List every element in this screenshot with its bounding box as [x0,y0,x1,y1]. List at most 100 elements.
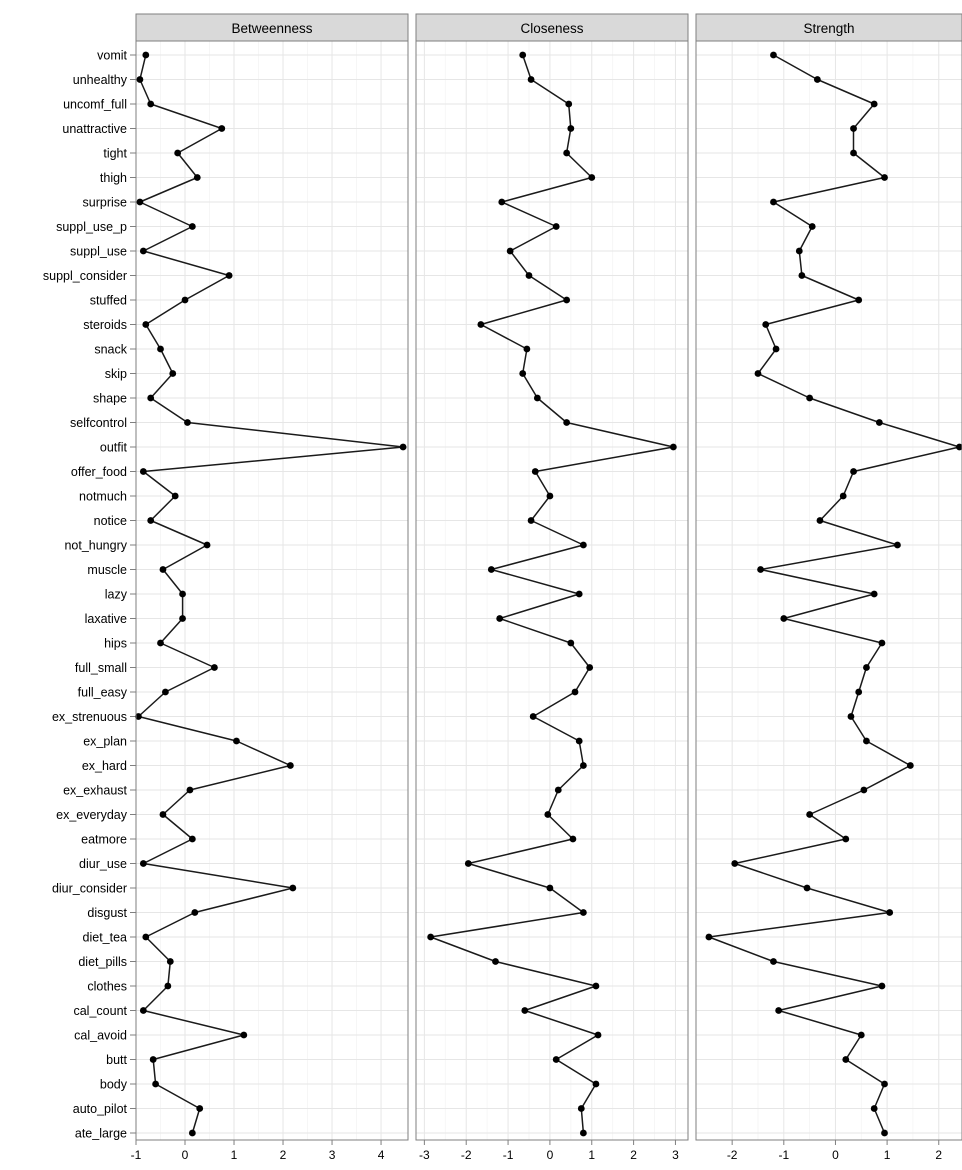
data-point [139,860,147,867]
data-point [487,566,495,573]
data-point [956,443,962,451]
data-point [860,786,868,794]
data-point [139,247,147,255]
data-point [806,394,814,402]
data-point [166,958,174,965]
data-point [136,198,144,206]
facet-strip [135,13,409,42]
y-tick-label: selfcontrol [70,416,127,430]
data-point [546,884,554,892]
data-point [544,811,552,818]
data-point [286,762,294,769]
y-tick-label: notmuch [79,490,127,504]
data-point [552,1056,560,1063]
data-point [586,664,594,671]
y-tick-label: steroids [83,318,127,332]
facet-strip-title: Closeness [520,21,583,36]
data-point [881,174,888,181]
data-point [772,345,780,353]
x-tick-label: -1 [131,1148,142,1162]
data-point [179,615,186,622]
data-point [147,394,155,402]
data-point [563,419,571,426]
data-point [147,100,155,108]
x-tick-label: -1 [503,1148,514,1162]
data-point [181,296,189,304]
x-tick-label: 4 [378,1148,385,1162]
data-point [855,688,863,696]
y-tick-label: diet_pills [78,955,127,969]
data-point [770,51,777,59]
y-tick-label: body [100,1078,128,1092]
x-tick-label: 2 [630,1148,637,1162]
data-point [477,321,485,328]
y-tick-label: clothes [87,980,127,994]
y-tick-label: diet_tea [83,931,128,945]
data-point [164,982,172,990]
data-point [816,517,824,524]
data-point [813,76,821,83]
x-tick-label: -2 [461,1148,472,1162]
data-point [188,223,196,230]
panel-betweenness: -1 0 1 2 3 4 Betweenness [131,13,409,1162]
data-point [159,566,167,573]
data-point [795,247,803,255]
data-point [770,958,777,965]
x-tick-label: 1 [588,1148,595,1162]
y-tick-label: suppl_use_p [56,220,127,234]
data-point [139,468,147,475]
data-point [142,51,150,59]
data-point [563,149,571,157]
x-tick-label: 2 [280,1148,287,1162]
data-point [592,982,600,990]
data-point [780,615,788,622]
data-point [731,860,739,867]
facet-strip-title: Betweenness [231,21,312,36]
data-point [592,1080,600,1088]
y-tick-label: hips [104,637,127,651]
y-tick-label: shape [93,392,127,406]
data-point [565,100,573,108]
data-point [552,223,560,230]
data-point [588,174,596,181]
y-tick-label: ex_plan [83,735,127,749]
x-tick-label: -2 [727,1148,738,1162]
data-point [594,1031,602,1039]
data-point [842,835,850,843]
y-tick-label: ex_hard [82,759,127,773]
data-point [894,541,901,549]
data-point [225,272,233,279]
y-tick-label: ate_large [75,1127,127,1141]
data-point [850,468,857,475]
panel-background [136,41,408,1140]
x-tick-label: 0 [182,1148,189,1162]
y-tick-label: ex_strenuous [52,710,127,724]
data-point [569,835,577,843]
data-point [757,566,764,573]
data-point [808,223,816,230]
data-point [881,1080,888,1088]
y-tick-label: surprise [83,196,128,210]
y-tick-label: tight [103,147,127,161]
data-point [527,517,535,524]
data-point [803,884,811,892]
x-tick-label: 2 [935,1148,942,1162]
data-point [770,198,777,206]
data-point [142,321,150,328]
data-point [152,1080,160,1088]
data-point [496,615,504,622]
data-point [162,688,169,696]
data-point [174,149,182,157]
data-point [579,909,587,916]
data-point [870,100,878,108]
y-tick-label: snack [94,343,127,357]
x-tick-label: 1 [884,1148,891,1162]
data-point [289,884,297,892]
data-point [525,272,533,279]
data-point [762,321,770,328]
data-point [705,933,713,941]
data-point [492,958,499,965]
data-point [157,639,164,647]
data-point [211,664,218,671]
facet-strip [695,13,962,42]
